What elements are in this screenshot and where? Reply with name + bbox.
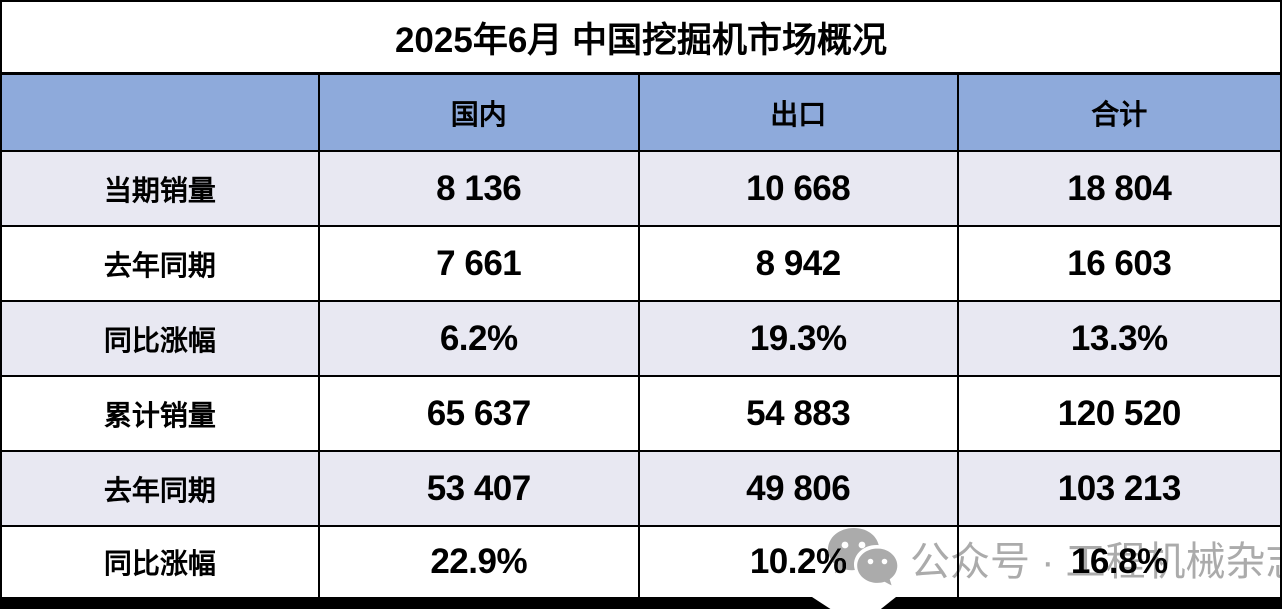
- cell-lastyear-total: 16 603: [956, 225, 1280, 300]
- cell-cumlastyear-export: 49 806: [637, 450, 957, 525]
- cell-yoy-total: 13.3%: [956, 300, 1280, 375]
- cell-cumulative-domestic: 65 637: [317, 375, 638, 450]
- row-label-cumulative-sales: 累计销量: [2, 375, 318, 450]
- cell-current-domestic: 8 136: [317, 150, 638, 225]
- cell-cumyoy-domestic: 22.9%: [317, 525, 638, 597]
- row-label-cumulative-last-year: 去年同期: [2, 450, 318, 525]
- cell-cumlastyear-domestic: 53 407: [317, 450, 638, 525]
- header-cell-empty: [2, 75, 318, 150]
- table-title: 2025年6月 中国挖掘机市场概况: [394, 20, 888, 60]
- cell-cumulative-export: 54 883: [637, 375, 957, 450]
- cell-cumyoy-export: 10.2%: [637, 525, 957, 597]
- cell-current-export: 10 668: [637, 150, 957, 225]
- row-label-yoy-growth: 同比涨幅: [2, 300, 318, 375]
- cell-lastyear-domestic: 7 661: [317, 225, 638, 300]
- bottom-bar: [0, 597, 1282, 609]
- bottom-notch-arrow: [812, 597, 896, 609]
- row-label-cumulative-yoy-growth: 同比涨幅: [2, 525, 318, 597]
- header-cell-domestic: 国内: [317, 75, 638, 150]
- row-label-last-year-same-period: 去年同期: [2, 225, 318, 300]
- header-cell-export: 出口: [637, 75, 957, 150]
- cell-current-total: 18 804: [956, 150, 1280, 225]
- cell-lastyear-export: 8 942: [637, 225, 957, 300]
- cell-cumlastyear-total: 103 213: [956, 450, 1280, 525]
- cell-yoy-export: 19.3%: [637, 300, 957, 375]
- header-cell-total: 合计: [956, 75, 1280, 150]
- table-grid: 国内 出口 合计 当期销量 8 136 10 668 18 804 去年同期 7…: [2, 75, 1280, 597]
- table-title-row: 2025年6月 中国挖掘机市场概况: [2, 2, 1280, 75]
- cell-yoy-domestic: 6.2%: [317, 300, 638, 375]
- cell-cumyoy-total: 16.8%: [956, 525, 1280, 597]
- cell-cumulative-total: 120 520: [956, 375, 1280, 450]
- row-label-current-sales: 当期销量: [2, 150, 318, 225]
